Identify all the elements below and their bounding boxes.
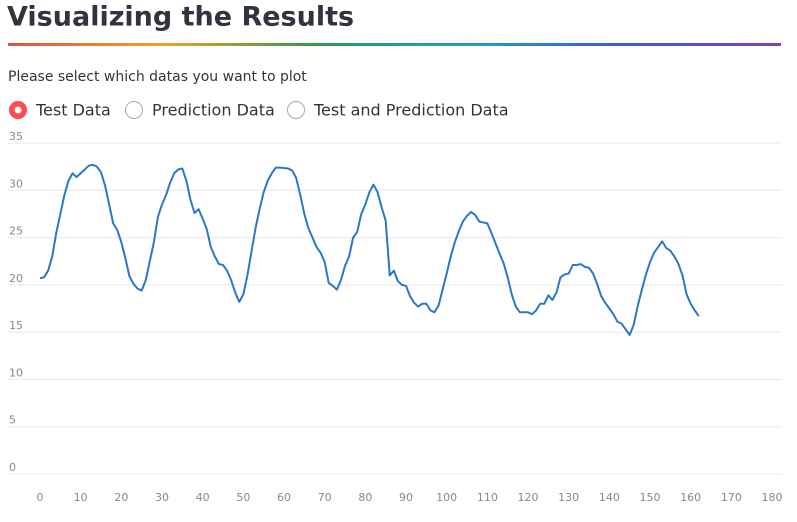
radio-dot [14, 106, 22, 114]
radio-button[interactable] [287, 101, 305, 119]
y-tick-label: 0 [9, 461, 16, 474]
x-tick-label: 60 [277, 491, 291, 504]
x-tick-label: 130 [558, 491, 579, 504]
y-tick-label: 5 [9, 414, 16, 427]
y-tick-label: 35 [9, 130, 23, 143]
y-tick-label: 10 [9, 366, 23, 379]
radio-label[interactable]: Test and Prediction Data [313, 101, 509, 120]
divider [8, 43, 781, 46]
y-tick-label: 15 [9, 319, 23, 332]
y-tick-label: 20 [9, 272, 23, 285]
radio-button[interactable] [125, 101, 143, 119]
x-tick-label: 180 [762, 491, 783, 504]
x-tick-label: 40 [196, 491, 210, 504]
x-tick-label: 0 [37, 491, 44, 504]
x-tick-label: 140 [599, 491, 620, 504]
x-tick-label: 20 [114, 491, 128, 504]
radio-label[interactable]: Test Data [35, 101, 111, 120]
y-tick-label: 25 [9, 225, 23, 238]
x-tick-label: 30 [155, 491, 169, 504]
y-tick-label: 30 [9, 177, 23, 190]
x-tick-label: 10 [74, 491, 88, 504]
chart: 0 5 10 15 20 25 30 35 0 10 20 30 40 50 60 70 80 90 100 110 1… [8, 130, 783, 504]
x-tick-label: 110 [477, 491, 498, 504]
x-tick-label: 50 [236, 491, 250, 504]
radio-group: Test Data Prediction Data Test and Predict… [9, 101, 509, 120]
x-tick-label: 100 [436, 491, 457, 504]
prompt: Please select which datas you want to pl… [8, 69, 307, 85]
x-tick-label: 90 [399, 491, 413, 504]
x-tick-label: 80 [358, 491, 372, 504]
radio-label[interactable]: Prediction Data [152, 101, 275, 120]
x-tick-label: 170 [721, 491, 742, 504]
x-tick-label: 160 [680, 491, 701, 504]
x-tick-label: 70 [318, 491, 332, 504]
x-tick-label: 120 [518, 491, 539, 504]
x-tick-label: 150 [640, 491, 661, 504]
page-title: Visualizing the Results [7, 2, 354, 33]
data-line [39, 163, 700, 336]
